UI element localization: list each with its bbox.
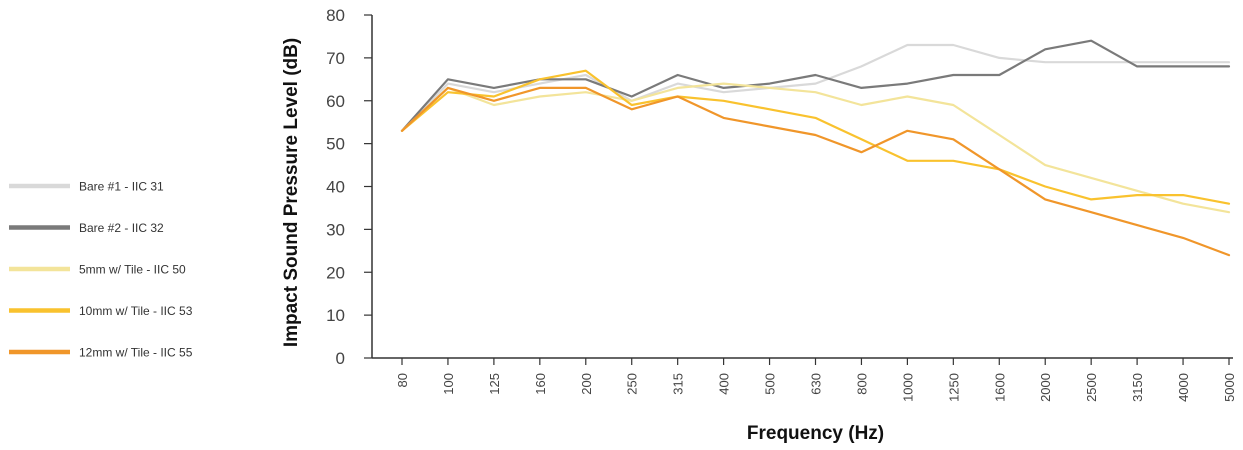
x-tick-label: 315 [671, 373, 686, 395]
x-tick-label: 500 [763, 373, 778, 395]
x-tick-label: 630 [809, 373, 824, 395]
legend-label: 5mm w/ Tile - IIC 50 [79, 263, 186, 277]
x-tick-label: 100 [441, 373, 456, 395]
y-tick-label: 20 [326, 263, 345, 282]
legend-item-2: Bare #2 - IIC 32 [9, 221, 164, 235]
x-tick-label: 800 [854, 373, 869, 395]
x-tick-label: 80 [395, 373, 410, 387]
x-tick-label: 400 [717, 373, 732, 395]
series-line-1 [400, 43, 1231, 132]
series-line-4 [400, 69, 1231, 205]
legend-label: Bare #1 - IIC 31 [79, 180, 164, 194]
legend-item-4: 10mm w/ Tile - IIC 53 [9, 304, 193, 318]
y-tick-label: 60 [326, 92, 345, 111]
x-axis-title: Frequency (Hz) [747, 423, 884, 444]
x-tick-label: 1250 [946, 373, 961, 402]
y-tick-label: 70 [326, 49, 345, 68]
legend-label: 10mm w/ Tile - IIC 53 [79, 304, 193, 318]
y-tick-label: 10 [326, 306, 345, 325]
x-tick-label: 1000 [900, 373, 915, 402]
y-tick-label: 0 [336, 349, 345, 368]
y-axis-title: Impact Sound Pressure Level (dB) [281, 38, 302, 347]
legend-label: 12mm w/ Tile - IIC 55 [79, 346, 193, 360]
legend-item-1: Bare #1 - IIC 31 [9, 180, 164, 194]
x-tick-label: 4000 [1176, 373, 1191, 402]
axes [371, 15, 1233, 359]
x-tick-label: 3150 [1130, 373, 1145, 402]
x-tick-label: 1600 [992, 373, 1007, 402]
x-tick-label: 125 [487, 373, 502, 395]
series-line-3 [400, 82, 1231, 214]
legend: Bare #1 - IIC 31 Bare #2 - IIC 32 5mm w/ T… [9, 180, 193, 360]
x-tick-label: 5000 [1222, 373, 1237, 402]
x-tick-label: 160 [533, 373, 548, 395]
y-tick-label: 50 [326, 135, 345, 154]
y-tick-label: 40 [326, 178, 345, 197]
x-tick-label: 2000 [1038, 373, 1053, 402]
x-ticks: 80 100 125 160 200 250 315 400 500 630 800 1000 1250… [395, 358, 1237, 402]
x-tick-label: 250 [625, 373, 640, 395]
y-ticks: 0 10 20 30 40 50 60 70 80 [326, 6, 372, 368]
y-tick-label: 30 [326, 220, 345, 239]
x-tick-label: 2500 [1084, 373, 1099, 402]
x-tick-label: 200 [579, 373, 594, 395]
series-line-5 [400, 86, 1231, 257]
legend-item-3: 5mm w/ Tile - IIC 50 [9, 263, 186, 277]
legend-label: Bare #2 - IIC 32 [79, 221, 164, 235]
legend-item-5: 12mm w/ Tile - IIC 55 [9, 346, 193, 360]
y-tick-label: 80 [326, 6, 345, 25]
series-lines [400, 39, 1231, 257]
